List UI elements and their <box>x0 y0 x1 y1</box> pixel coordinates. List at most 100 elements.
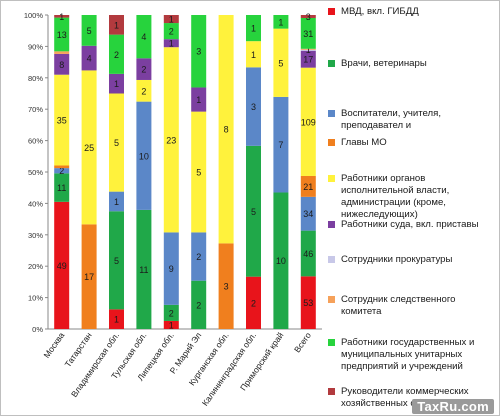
bar-segment <box>109 34 124 74</box>
bar-segment <box>109 191 124 212</box>
bar-value-label: 1 <box>278 17 283 27</box>
bar-segment <box>300 15 316 18</box>
y-tick-label: 0% <box>32 325 43 334</box>
bar-segment <box>218 15 234 244</box>
legend-swatch <box>328 256 335 263</box>
legend-swatch <box>328 8 335 15</box>
legend-label: Сотрудник следственного комитета <box>341 294 456 317</box>
bar-value-label: 10 <box>276 256 286 266</box>
legend-swatch <box>328 339 335 346</box>
bar-value-label: 49 <box>57 261 67 271</box>
bar-segment <box>136 15 152 59</box>
y-tick-label: 10% <box>28 294 43 303</box>
bar-segment <box>300 50 316 68</box>
bar-value-label: 31 <box>303 29 313 39</box>
bar-segment <box>163 47 179 233</box>
bar-segment <box>300 230 316 277</box>
bar-segment <box>163 232 179 305</box>
bar-value-label: 1 <box>196 95 201 105</box>
bar-value-label: 13 <box>57 30 67 40</box>
bar-segment <box>191 280 207 329</box>
legend-swatch <box>328 60 335 67</box>
legend-label: Работники суда, вкл. приставы <box>341 219 479 230</box>
bar-value-label: 3 <box>306 12 311 22</box>
legend-swatch <box>328 296 335 303</box>
bar-value-label: 2 <box>251 298 256 308</box>
bar-value-label: 3 <box>196 47 201 57</box>
bar-value-label: 5 <box>87 26 92 36</box>
bar-value-label: 2 <box>196 252 201 262</box>
bar-value-label: 8 <box>59 60 64 70</box>
legend-item: Работники государственных и муниципальны… <box>328 337 494 373</box>
category-label: Всего <box>292 330 313 354</box>
bar-value-label: 7 <box>278 140 283 150</box>
bar-segment <box>246 145 261 277</box>
bar-segment <box>109 309 124 329</box>
bar-value-label: 2 <box>141 86 146 96</box>
bar-segment <box>136 101 152 210</box>
bar-segment <box>109 15 124 35</box>
bar-segment <box>81 224 97 329</box>
y-tick-label: 60% <box>28 137 43 146</box>
bar-segment <box>54 51 70 54</box>
bar-segment <box>163 15 179 24</box>
bar-value-label: 17 <box>303 55 313 65</box>
bar-segment <box>81 70 97 225</box>
bar-value-label: 1 <box>169 39 174 49</box>
bar-value-label: 4 <box>141 32 146 42</box>
bar-value-label: 1 <box>59 12 64 22</box>
category-label: Москва <box>41 330 66 360</box>
bar-segment <box>136 58 152 80</box>
legend-swatch <box>328 388 335 395</box>
bar-value-label: 3 <box>251 102 256 112</box>
bar-segment <box>54 17 70 52</box>
bar-segment <box>54 15 70 18</box>
bar-value-label: 35 <box>57 116 67 126</box>
bar-value-label: 53 <box>303 298 313 308</box>
bar-segment <box>191 15 207 88</box>
bar-value-label: 2 <box>114 50 119 60</box>
y-tick-label: 70% <box>28 105 43 114</box>
y-tick-label: 20% <box>28 262 43 271</box>
bar-value-label: 109 <box>301 117 316 127</box>
bar-segment <box>191 111 207 233</box>
bar-segment <box>54 53 70 75</box>
bar-segment <box>81 15 97 46</box>
bar-value-label: 2 <box>59 166 64 176</box>
bar-segment <box>54 74 70 166</box>
legend-swatch <box>328 221 335 228</box>
bar-value-label: 8 <box>224 125 229 135</box>
bar-value-label: 5 <box>114 256 119 266</box>
bar-segment <box>163 39 179 48</box>
bar-value-label: 2 <box>196 300 201 310</box>
bar-segment <box>300 276 316 329</box>
bar-segment <box>163 23 179 40</box>
bar-segment <box>191 87 207 112</box>
bar-segment <box>273 15 289 29</box>
bar-value-label: 9 <box>169 264 174 274</box>
legend-label: Врачи, ветеринары <box>341 58 427 69</box>
bar-value-label: 1 <box>306 45 311 55</box>
y-tick-label: 80% <box>28 74 43 83</box>
legend-label: Работники органов исполнительной власти,… <box>341 173 450 220</box>
bar-segment <box>300 196 316 231</box>
legend-item: Воспитатели, учителя, преподавател и <box>328 108 494 132</box>
bar-value-label: 25 <box>84 143 94 153</box>
bar-segment <box>300 49 316 51</box>
bar-segment <box>81 45 97 71</box>
legend-label: Работники государственных и муниципальны… <box>341 337 475 372</box>
bar-value-label: 5 <box>278 58 283 68</box>
category-label: Владимирская обл. <box>69 330 121 399</box>
y-tick-label: 100% <box>24 11 44 20</box>
bar-value-label: 2 <box>169 308 174 318</box>
bar-value-label: 34 <box>303 209 313 219</box>
bar-value-label: 1 <box>114 315 119 325</box>
legend-item: Сотрудник следственного комитета <box>328 294 494 318</box>
bar-value-label: 2 <box>169 27 174 37</box>
bar-value-label: 11 <box>57 183 66 193</box>
bar-segment <box>109 93 124 192</box>
legend-item: Работники органов исполнительной власти,… <box>328 173 494 221</box>
bar-segment <box>273 28 289 97</box>
bar-value-label: 17 <box>84 272 94 282</box>
